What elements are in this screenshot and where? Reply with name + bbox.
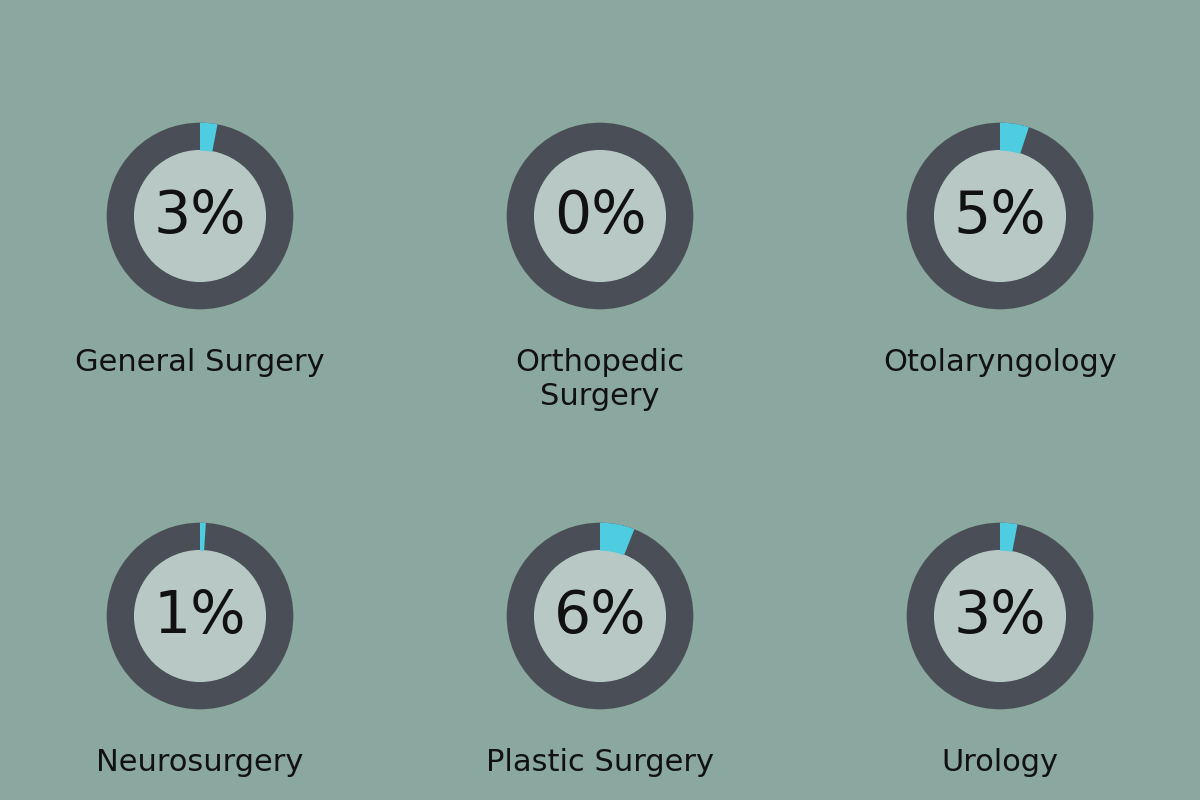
Circle shape: [535, 550, 665, 682]
Wedge shape: [107, 122, 293, 310]
Text: 3%: 3%: [154, 187, 246, 245]
Wedge shape: [200, 522, 206, 550]
Wedge shape: [200, 122, 217, 152]
Text: Neurosurgery: Neurosurgery: [96, 748, 304, 777]
Circle shape: [935, 550, 1066, 682]
Text: Plastic Surgery: Plastic Surgery: [486, 748, 714, 777]
Wedge shape: [107, 522, 293, 710]
Text: Orthopedic
Surgery: Orthopedic Surgery: [516, 348, 684, 410]
Circle shape: [134, 550, 265, 682]
Text: Urology: Urology: [942, 748, 1058, 777]
Circle shape: [134, 150, 265, 282]
Text: 1%: 1%: [154, 587, 246, 645]
Wedge shape: [907, 122, 1093, 310]
Circle shape: [535, 150, 665, 282]
Text: 5%: 5%: [954, 187, 1046, 245]
Text: 3%: 3%: [954, 587, 1046, 645]
Circle shape: [935, 150, 1066, 282]
Wedge shape: [1000, 122, 1028, 154]
Text: Otolaryngology: Otolaryngology: [883, 348, 1117, 377]
Text: 0%: 0%: [553, 187, 647, 245]
Wedge shape: [506, 522, 694, 710]
Wedge shape: [1000, 522, 1018, 552]
Text: 6%: 6%: [553, 587, 647, 645]
Text: General Surgery: General Surgery: [76, 348, 325, 377]
Wedge shape: [506, 122, 694, 310]
Wedge shape: [600, 522, 635, 555]
Wedge shape: [907, 522, 1093, 710]
